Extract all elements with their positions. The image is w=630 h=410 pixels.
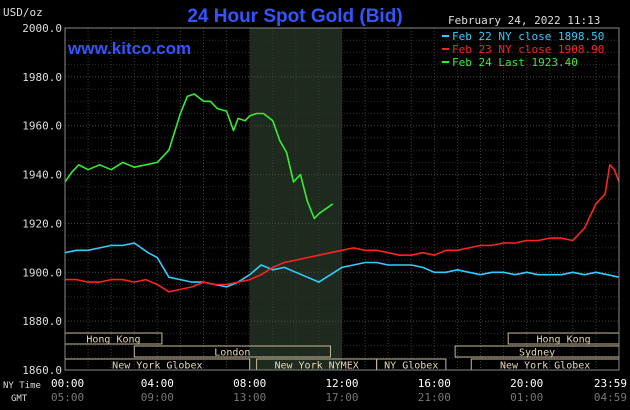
y-tick-label: 1960.0 (22, 120, 62, 133)
x-tick-label-ny: 04:00 (141, 377, 174, 390)
session-label: Hong Kong (537, 335, 591, 346)
y-tick-label: 2000.0 (22, 22, 62, 35)
session-label: London (214, 348, 250, 359)
watermark-url: www.kitco.com (67, 39, 191, 58)
x-tick-label-ny: 16:00 (418, 377, 451, 390)
x-tick-label-gmt: 21:00 (418, 391, 451, 404)
ny-time-label: NY Time (3, 381, 41, 391)
price-lines (64, 93, 620, 293)
x-tick-label-gmt: 01:00 (510, 391, 543, 404)
session-label: New York Globex (500, 361, 590, 372)
x-tick-label-gmt: 13:00 (233, 391, 266, 404)
x-tick-label-ny: 08:00 (233, 377, 266, 390)
y-axis-unit-label: USD/oz (3, 6, 43, 19)
x-tick-label-gmt: 09:00 (141, 391, 174, 404)
session-label: New York NYMEX (274, 361, 358, 372)
price-line-series (65, 164, 620, 293)
price-line-series (64, 242, 620, 288)
grid-lines (65, 28, 619, 371)
x-tick-label-ny: 23:59 (594, 377, 627, 390)
legend-entry: Feb 23 NY close 1908.90 (452, 43, 604, 56)
chart-title: 24 Hour Spot Gold (Bid) (187, 6, 402, 27)
timestamp: February 24, 2022 11:13 (448, 14, 600, 27)
legend-entry: Feb 24 Last 1923.40 (452, 56, 578, 69)
y-tick-label: 1980.0 (22, 71, 62, 84)
session-bar (133, 345, 331, 358)
y-tick-label: 1940.0 (22, 169, 62, 182)
x-tick-label-gmt: 05:00 (51, 391, 84, 404)
session-label: Hong Kong (86, 335, 140, 346)
session-label: Sydney (519, 348, 555, 359)
price-line-series (64, 93, 334, 220)
session-label: NY Globex (384, 361, 438, 372)
y-tick-label: 1860.0 (22, 364, 62, 377)
y-axis-labels: 1860.0 1880.0 1900.0 1920.0 1940.0 1960.0 1980… (22, 22, 62, 377)
y-tick-label: 1900.0 (22, 266, 62, 279)
x-tick-label-gmt: 17:00 (325, 391, 358, 404)
x-tick-label-ny: 12:00 (325, 377, 358, 390)
session-label: New York Globex (112, 361, 202, 372)
x-tick-label-gmt: 04:59 (594, 391, 627, 404)
x-tick-label-ny: 00:00 (51, 377, 84, 390)
plot-frame (64, 27, 620, 371)
y-tick-label: 1920.0 (22, 217, 62, 230)
legend-entry: Feb 22 NY close 1898.50 (452, 30, 604, 43)
gmt-label: GMT (11, 394, 28, 404)
x-tick-label-ny: 20:00 (510, 377, 543, 390)
y-tick-label: 1880.0 (22, 315, 62, 328)
